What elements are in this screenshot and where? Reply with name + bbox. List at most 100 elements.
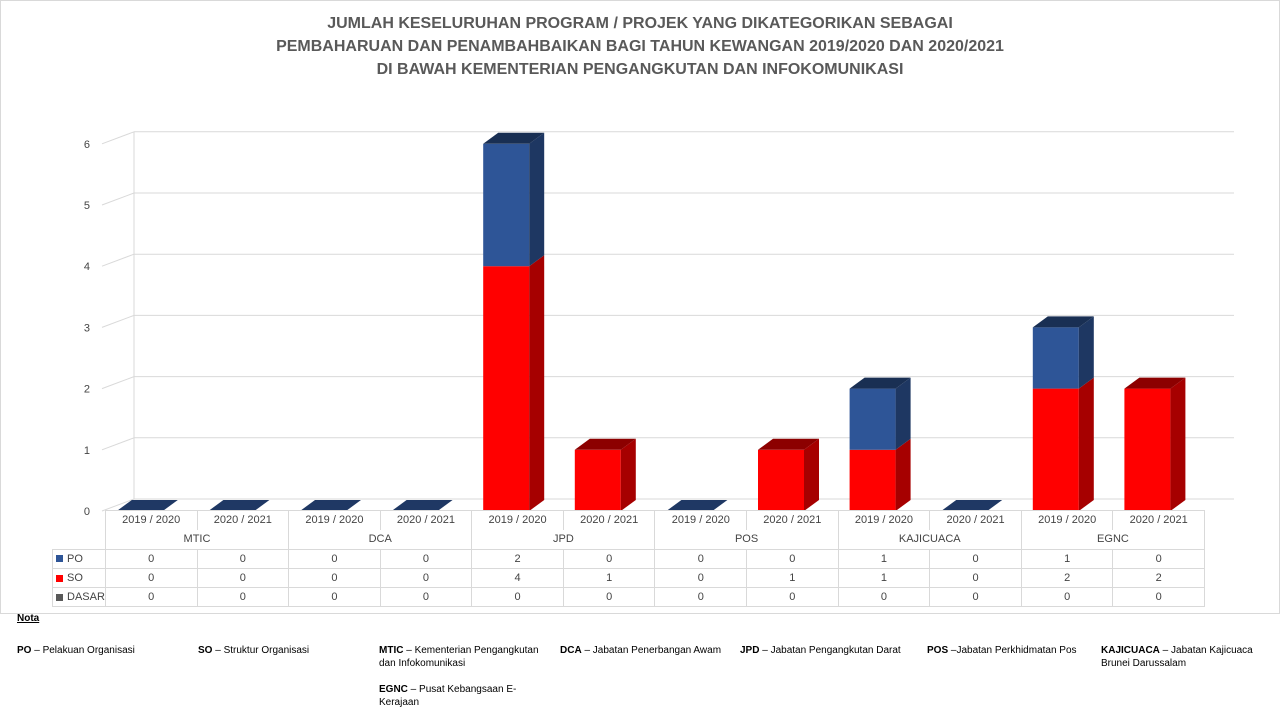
bar-side-so bbox=[895, 438, 911, 511]
legend-swatch bbox=[56, 593, 63, 601]
table-cell: 0 bbox=[288, 548, 381, 569]
legend-entry: SO bbox=[52, 567, 106, 589]
period-label: 2020 / 2021 bbox=[929, 509, 1022, 530]
bar-top bbox=[116, 500, 178, 511]
legend-label: SO bbox=[67, 572, 83, 585]
bar-segment-so bbox=[483, 266, 530, 511]
table-cell: 0 bbox=[654, 548, 748, 569]
table-cell: 0 bbox=[929, 548, 1022, 569]
table-cell: 0 bbox=[288, 567, 381, 589]
bar-top bbox=[391, 500, 453, 511]
legend-swatch bbox=[56, 555, 63, 563]
note-jpd: JPD – Jabatan Pengangkutan Darat bbox=[740, 644, 920, 657]
note-abbr: PO bbox=[17, 645, 32, 656]
table-row: PO 0 0 0 0 2 0 0 0 1 0 1 0 bbox=[52, 548, 1206, 569]
bar-side-so bbox=[529, 255, 545, 511]
bar-segment-so bbox=[849, 449, 896, 511]
period-label: 2020 / 2021 bbox=[379, 509, 473, 530]
bar-top bbox=[758, 438, 819, 450]
bar-side-so bbox=[1170, 377, 1186, 511]
legend-swatch bbox=[56, 574, 63, 582]
bar-side-so bbox=[1078, 377, 1094, 511]
note-egnc: EGNC – Pusat Kebangsaan E-Kerajaan bbox=[379, 683, 549, 709]
period-label: 2020 / 2021 bbox=[562, 509, 656, 530]
note-pos: POS –Jabatan Perkhidmatan Pos bbox=[927, 644, 1097, 657]
table-cell: 0 bbox=[1020, 587, 1114, 608]
gridline-depth bbox=[101, 253, 135, 267]
table-cell: 0 bbox=[288, 587, 381, 608]
bar-segment-so bbox=[1032, 388, 1079, 511]
period-label: 2019 / 2020 bbox=[104, 509, 198, 530]
group-label: MTIC bbox=[104, 529, 290, 550]
table-cell: 0 bbox=[196, 548, 290, 569]
y-tick-label: 5 bbox=[84, 200, 90, 212]
table-cell: 0 bbox=[746, 587, 839, 608]
note-so: SO – Struktur Organisasi bbox=[198, 644, 368, 657]
bar-top bbox=[1124, 377, 1186, 389]
table-cell: 2 bbox=[471, 548, 564, 569]
y-tick-label: 3 bbox=[84, 322, 90, 334]
period-label: 2019 / 2020 bbox=[1020, 509, 1114, 530]
title-line-3: DI BAWAH KEMENTERIAN PENGANGKUTAN DAN IN… bbox=[376, 61, 904, 78]
bar-side-so bbox=[804, 438, 819, 511]
period-label: 2019 / 2020 bbox=[837, 509, 931, 530]
y-tick-label: 1 bbox=[84, 445, 90, 457]
bar-top bbox=[666, 500, 728, 511]
note-text: – Jabatan Pengangkutan Darat bbox=[759, 645, 901, 656]
note-abbr: EGNC bbox=[379, 684, 408, 695]
gridline-depth bbox=[101, 131, 135, 145]
table-cell: 0 bbox=[196, 587, 290, 608]
note-text: – Pusat Kebangsaan E-Kerajaan bbox=[379, 684, 517, 708]
period-label: 2019 / 2020 bbox=[288, 509, 381, 530]
table-cell: 0 bbox=[1112, 548, 1206, 569]
period-label: 2020 / 2021 bbox=[746, 509, 839, 530]
legend-label: DASAR bbox=[67, 591, 105, 604]
note-abbr: JPD bbox=[740, 645, 760, 656]
bar-segment-so bbox=[758, 449, 804, 511]
legend-entry: PO bbox=[52, 548, 106, 569]
period-label: 2020 / 2021 bbox=[1112, 509, 1206, 530]
bar-top bbox=[300, 500, 361, 511]
bar-top bbox=[849, 377, 911, 389]
note-abbr: KAJICUACA bbox=[1101, 645, 1160, 656]
bar-top bbox=[1032, 316, 1094, 328]
bar-chart: 0 1 2 3 4 5 6 bbox=[84, 131, 1234, 518]
table-cell: 0 bbox=[929, 567, 1022, 589]
note-abbr: POS bbox=[927, 645, 949, 656]
table-cell: 0 bbox=[104, 567, 198, 589]
bar-top bbox=[483, 132, 545, 144]
group-label: EGNC bbox=[1020, 529, 1206, 550]
table-cell: 0 bbox=[1112, 587, 1206, 608]
chart-title: JUMLAH KESELURUHAN PROGRAM / PROJEK YANG… bbox=[0, 12, 1280, 81]
table-cell: 0 bbox=[379, 567, 473, 589]
bar-top bbox=[574, 438, 636, 450]
y-tick-label: 2 bbox=[84, 384, 90, 396]
data-table: 2019 / 2020 2020 / 2021 2019 / 2020 2020 / … bbox=[52, 509, 1206, 608]
table-cell: 0 bbox=[654, 567, 748, 589]
note-text: – Jabatan Penerbangan Awam bbox=[581, 645, 722, 656]
note-abbr: DCA bbox=[560, 645, 582, 656]
table-cell: 0 bbox=[929, 587, 1022, 608]
period-label: 2020 / 2021 bbox=[196, 509, 290, 530]
bar-segment-so bbox=[574, 449, 621, 511]
y-tick-label: 6 bbox=[84, 139, 90, 151]
title-line-2: PEMBAHARUAN DAN PENAMBAHBAIKAN BAGI TAHU… bbox=[276, 38, 1004, 55]
bar-segment-po bbox=[849, 388, 896, 450]
table-cell: 2 bbox=[1020, 567, 1114, 589]
bar-side-po bbox=[895, 377, 911, 450]
note-mtic: MTIC – Kementerian Pengangkutan dan Info… bbox=[379, 644, 549, 670]
table-cell: 0 bbox=[104, 548, 198, 569]
table-cell: 0 bbox=[196, 567, 290, 589]
bar-top bbox=[941, 500, 1003, 511]
table-cell: 0 bbox=[471, 587, 564, 608]
bar-segment-so bbox=[1124, 388, 1171, 511]
group-label: POS bbox=[654, 529, 839, 550]
table-cell: 1 bbox=[746, 567, 839, 589]
table-cell: 1 bbox=[837, 567, 931, 589]
table-cell: 1 bbox=[837, 548, 931, 569]
gridline-depth bbox=[101, 498, 135, 512]
table-cell: 2 bbox=[1112, 567, 1206, 589]
note-text: – Jabatan Kajicuaca Brunei Darussalam bbox=[1101, 645, 1253, 669]
gridline-depth bbox=[101, 376, 135, 390]
bar-side-po bbox=[1078, 316, 1094, 389]
